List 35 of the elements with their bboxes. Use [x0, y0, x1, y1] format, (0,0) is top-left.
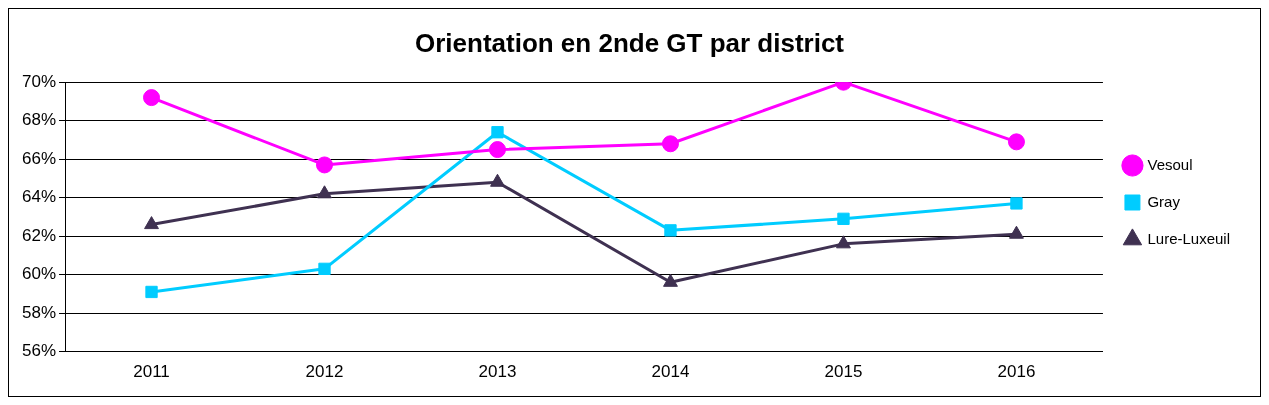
point — [664, 224, 677, 237]
y-tick-label: 66% — [21, 148, 57, 168]
point — [1010, 197, 1023, 210]
point — [490, 173, 505, 187]
point — [316, 156, 334, 174]
x-tick-label: 2016 — [997, 362, 1036, 382]
point — [661, 135, 679, 153]
chart-title: Orientation en 2nde GT par district — [414, 27, 845, 58]
y-tick-label: 70% — [21, 71, 57, 91]
x-tick-label: 2014 — [651, 362, 690, 382]
y-tick-label: 58% — [21, 302, 57, 322]
x-tick-label: 2011 — [133, 362, 170, 382]
point — [145, 285, 158, 299]
y-tick-label: 62% — [21, 225, 57, 245]
y-tick-label: 68% — [21, 110, 57, 130]
point — [143, 89, 161, 107]
point — [491, 126, 504, 139]
point — [317, 185, 332, 199]
point — [663, 273, 678, 287]
legend-label: Lure-Luxeuil — [1147, 229, 1231, 247]
y-tick-label: 56% — [21, 341, 57, 361]
legend-label: Vesoul — [1147, 155, 1193, 173]
x-tick-label: 2015 — [824, 362, 863, 382]
point — [1007, 133, 1025, 151]
y-tick-label: 64% — [21, 187, 57, 207]
point — [837, 212, 850, 225]
point — [318, 262, 331, 276]
point — [488, 141, 506, 159]
x-tick-label: 2013 — [478, 362, 517, 382]
point — [144, 216, 159, 230]
legend-label: Gray — [1147, 192, 1181, 210]
x-tick-label: 2012 — [305, 362, 344, 382]
y-tick-label: 60% — [21, 264, 57, 284]
point — [1009, 225, 1024, 239]
point — [836, 235, 851, 249]
